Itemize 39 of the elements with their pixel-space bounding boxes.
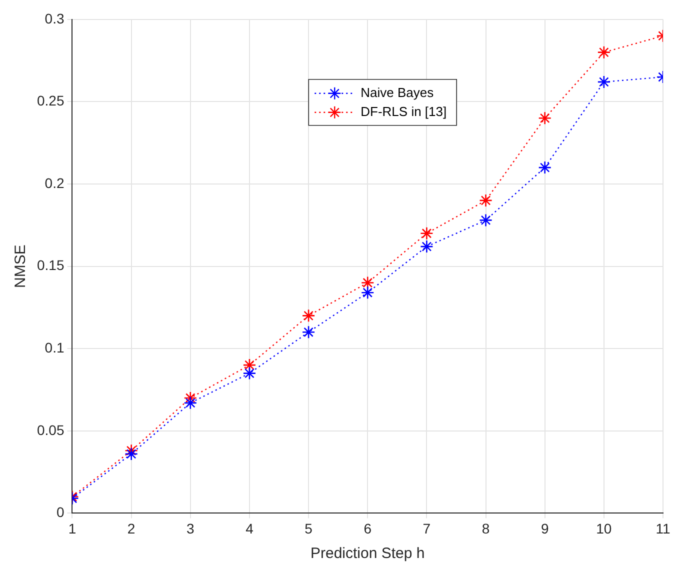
y-tick-label: 0.1 (44, 339, 64, 356)
point (597, 46, 611, 59)
legend-label: Naive Bayes (360, 84, 434, 100)
point (360, 276, 374, 290)
point (538, 160, 552, 174)
point (597, 75, 611, 89)
point (124, 444, 138, 458)
y-tick-label: 0.15 (37, 257, 64, 274)
point (538, 112, 552, 125)
point (124, 447, 138, 461)
y-tick-label: 0 (56, 504, 64, 520)
point (302, 325, 316, 339)
x-tick-label: 2 (127, 520, 136, 536)
point (420, 240, 434, 254)
y-tick-label: 0.2 (44, 174, 64, 191)
x-tick-label: 7 (422, 520, 431, 536)
point (420, 226, 434, 240)
legend-label: DF-RLS in [13] (360, 104, 447, 119)
point (302, 309, 316, 322)
x-tick-label: 9 (540, 520, 549, 536)
x-tick-label: 4 (246, 520, 254, 536)
x-tick-label: 3 (186, 520, 194, 536)
x-tick-label: 6 (364, 520, 372, 536)
x-tick-label: 10 (596, 520, 612, 536)
x-tick-label: 8 (482, 520, 490, 536)
point (479, 194, 492, 208)
y-axis-title: NMSE (12, 244, 30, 288)
y-tick-label: 0.25 (37, 92, 64, 109)
x-tick-label: 1 (68, 520, 76, 536)
point (184, 396, 198, 410)
point (242, 358, 256, 372)
point (479, 214, 492, 227)
point (242, 366, 256, 380)
x-axis-title: Prediction Step h (310, 545, 425, 562)
x-tick-label: 11 (656, 520, 670, 536)
y-tick-label: 0.3 (44, 10, 64, 26)
x-tick-label: 5 (304, 520, 313, 536)
y-tick-label: 0.05 (37, 422, 64, 438)
point (360, 286, 374, 300)
